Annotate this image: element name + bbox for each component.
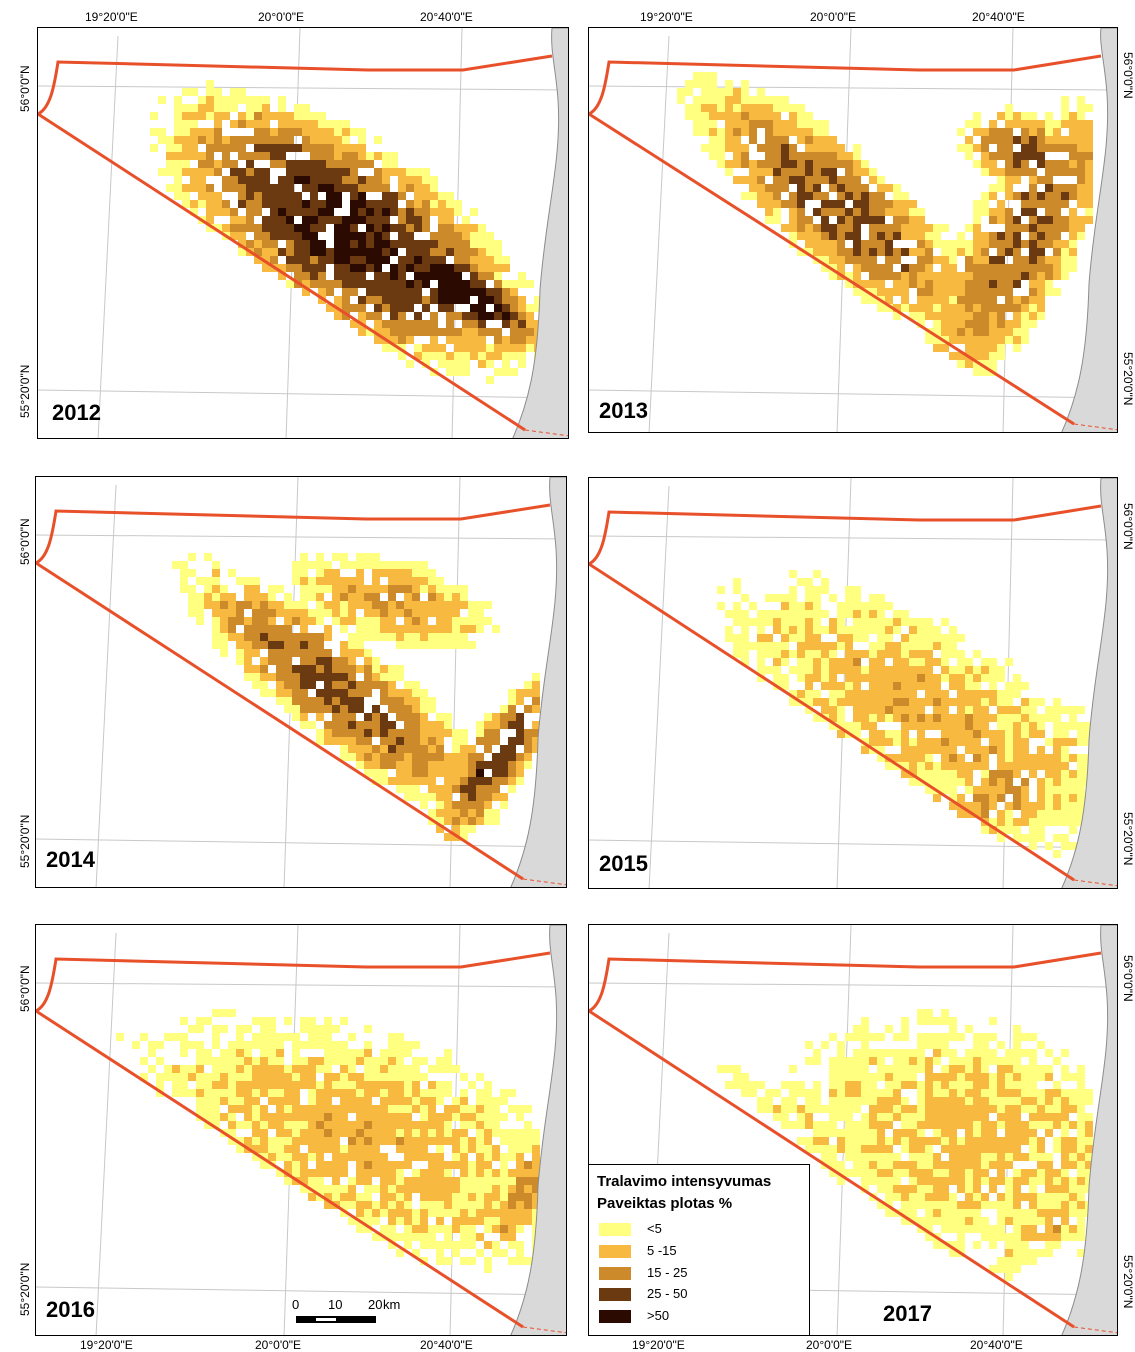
lon-label-bottom: 19°20'0"E — [80, 1338, 133, 1352]
effort-cells — [116, 1009, 540, 1273]
legend: Tralavimo intensyvumas Paveiktas plotas … — [588, 1164, 810, 1336]
coastline — [1061, 28, 1117, 432]
boundary-line — [38, 112, 526, 432]
year-label: 2015 — [599, 851, 648, 876]
legend-label: <5 — [647, 1221, 662, 1236]
scale-label: 20 — [368, 1297, 383, 1312]
map-panel-2012: 2012 — [37, 27, 569, 439]
map-canvas — [36, 477, 566, 887]
legend-subtitle: Paveiktas plotas % — [597, 1195, 733, 1212]
map-canvas — [589, 478, 1117, 888]
lat-label-left: 55°20'0"N — [18, 814, 32, 868]
year-label: 2016 — [46, 1297, 95, 1322]
boundary-dashed — [1073, 423, 1117, 431]
legend-label: 15 - 25 — [647, 1265, 688, 1280]
year-label: 2014 — [46, 847, 95, 872]
effort-cells — [677, 72, 1093, 376]
legend-swatch — [599, 1288, 631, 1301]
scale-bar: 0 10 20 km — [292, 1297, 412, 1327]
map-canvas — [589, 28, 1117, 432]
boundary-line — [36, 1009, 524, 1329]
lon-label-bottom: 20°0'0"E — [806, 1338, 853, 1352]
boundary-line — [589, 112, 1075, 426]
map-panel-2015: 2015 — [588, 477, 1118, 889]
effort-cells — [717, 1009, 1093, 1281]
coastline — [1061, 478, 1117, 888]
scale-unit: km — [383, 1297, 401, 1312]
boundary-line — [36, 561, 524, 881]
boundary-dashed — [522, 878, 566, 886]
scale-bar-graphic — [296, 1316, 376, 1323]
lat-label-right: 55°20'0"N — [1121, 1255, 1135, 1309]
lat-label-left: 55°20'0"N — [18, 1262, 32, 1316]
year-label: 2013 — [599, 398, 648, 423]
boundary-dashed — [1073, 1326, 1117, 1334]
boundary-line — [589, 1009, 1075, 1329]
boundary-line — [589, 951, 1102, 1013]
lat-label-left: 56°0'0"N — [18, 65, 32, 112]
map-canvas — [38, 28, 568, 438]
lon-label-bottom: 20°40'0"E — [970, 1338, 1023, 1352]
effort-cells — [172, 553, 540, 841]
lat-label-left: 56°0'0"N — [18, 518, 32, 565]
effort-cells — [717, 570, 1093, 858]
lat-label-left: 56°0'0"N — [18, 965, 32, 1012]
scale-label: 0 — [292, 1297, 300, 1312]
coastline — [1061, 925, 1117, 1335]
legend-swatch — [599, 1223, 631, 1236]
map-canvas — [36, 925, 566, 1335]
legend-swatch — [599, 1245, 631, 1258]
boundary-line — [589, 562, 1075, 882]
year-label: 2012 — [52, 400, 101, 425]
boundary-dashed — [522, 1326, 566, 1334]
coastline — [510, 925, 566, 1335]
lon-label-bottom: 19°20'0"E — [632, 1338, 685, 1352]
boundary-line — [589, 504, 1102, 566]
map-panel-2013: 2013 — [588, 27, 1118, 433]
lat-label-left: 55°20'0"N — [18, 364, 32, 418]
map-panel-2017: 2017 — [588, 924, 1118, 1336]
map-panel-2016: 2016 — [35, 924, 567, 1336]
lat-label-right: 55°20'0"N — [1121, 812, 1135, 866]
lon-label-top: 20°40'0"E — [420, 10, 473, 24]
boundary-line — [589, 54, 1102, 116]
effort-cells — [150, 80, 542, 384]
scale-label: 10 — [328, 1297, 343, 1312]
lat-label-right: 55°20'0"N — [1121, 352, 1135, 406]
boundary-dashed — [1073, 879, 1117, 887]
map-panel-2014: 2014 — [35, 476, 567, 888]
year-label: 2017 — [883, 1301, 932, 1326]
legend-swatch — [599, 1310, 631, 1323]
legend-title: Tralavimo intensyvumas — [597, 1173, 772, 1190]
lat-label-right: 56°0'0"N — [1121, 52, 1135, 99]
boundary-line — [38, 54, 553, 116]
coastline — [512, 28, 568, 438]
legend-label: 25 - 50 — [647, 1286, 688, 1301]
lat-label-right: 56°0'0"N — [1121, 503, 1135, 550]
legend-label: 5 -15 — [647, 1243, 677, 1258]
boundary-line — [36, 951, 551, 1013]
lon-label-bottom: 20°0'0"E — [255, 1338, 302, 1352]
boundary-dashed — [524, 429, 568, 437]
legend-swatch — [599, 1267, 631, 1280]
lon-label-top: 20°0'0"E — [258, 10, 305, 24]
map-canvas — [589, 925, 1117, 1335]
lat-label-right: 56°0'0"N — [1121, 955, 1135, 1002]
boundary-line — [36, 503, 551, 565]
coastline — [510, 477, 566, 887]
lon-label-bottom: 20°40'0"E — [420, 1338, 473, 1352]
lon-label-top: 19°20'0"E — [85, 10, 138, 24]
legend-label: >50 — [647, 1308, 670, 1323]
lon-label-top: 20°40'0"E — [972, 10, 1025, 24]
lon-label-top: 20°0'0"E — [810, 10, 857, 24]
lon-label-top: 19°20'0"E — [640, 10, 693, 24]
